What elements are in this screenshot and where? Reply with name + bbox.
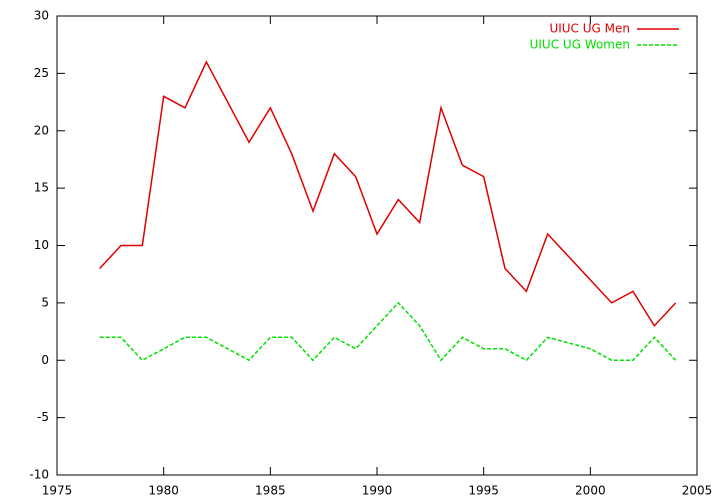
legend-label: UIUC UG Men xyxy=(549,22,630,36)
y-tick-label: 15 xyxy=(34,181,49,195)
series-line xyxy=(99,301,677,362)
series-line xyxy=(99,60,677,328)
x-tick-label: 2000 xyxy=(575,484,606,498)
y-tick-label: -5 xyxy=(37,410,49,424)
y-tick-label: -10 xyxy=(29,468,49,482)
x-tick-label: 1985 xyxy=(255,484,286,498)
x-tick-label: 1995 xyxy=(468,484,499,498)
y-tick-label: 0 xyxy=(41,353,49,367)
y-tick-label: 5 xyxy=(41,295,49,309)
y-tick-label: 25 xyxy=(34,66,49,80)
y-tick-label: 30 xyxy=(34,9,49,23)
plot-frame xyxy=(56,15,698,476)
y-tick-label: 10 xyxy=(34,238,49,252)
x-tick-label: 1975 xyxy=(42,484,73,498)
x-tick-label: 1980 xyxy=(148,484,179,498)
legend-label: UIUC UG Women xyxy=(530,38,630,52)
y-tick-label: 20 xyxy=(34,123,49,137)
x-tick-label: 1990 xyxy=(362,484,393,498)
x-tick-label: 2005 xyxy=(682,484,713,498)
